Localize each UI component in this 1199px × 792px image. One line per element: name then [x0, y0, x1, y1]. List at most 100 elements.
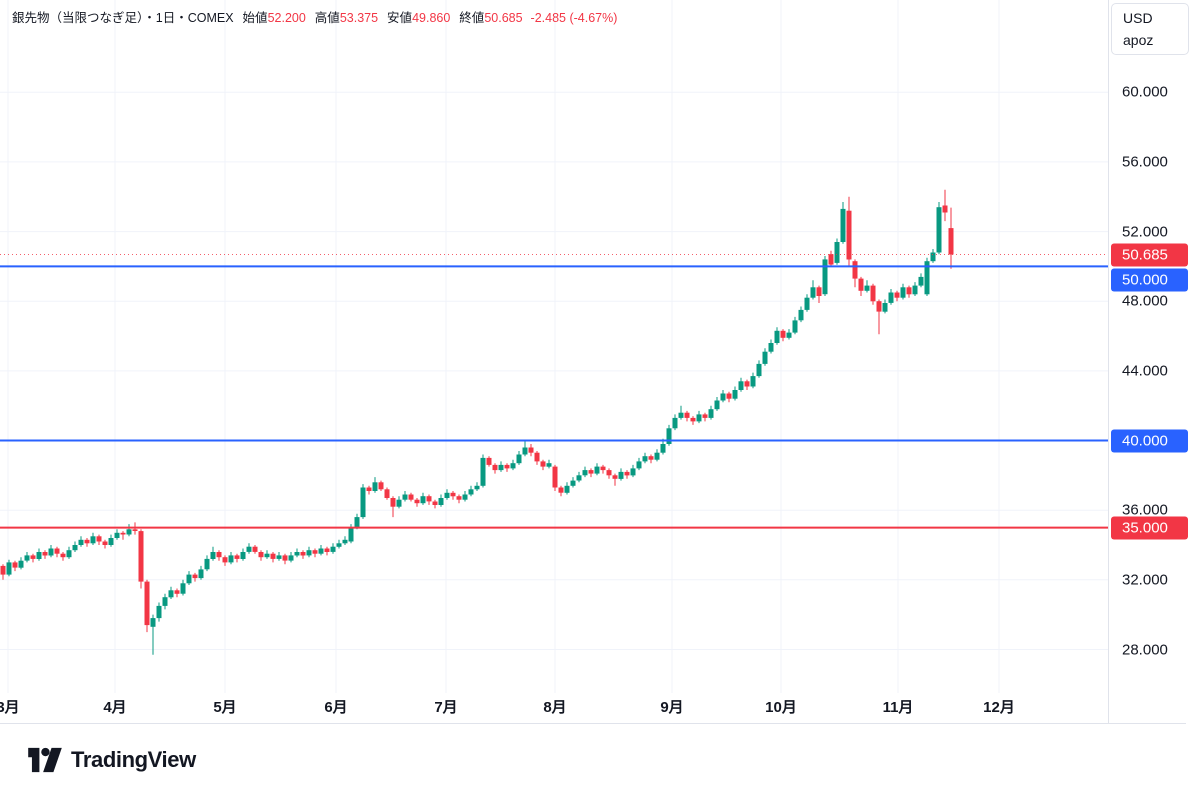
candle-body [744, 381, 750, 387]
month-label: 9月 [660, 699, 684, 716]
price-tick: 56.000 [1122, 153, 1168, 171]
candle-body [846, 210, 852, 260]
candle-body [762, 351, 768, 364]
candle-body [306, 550, 312, 556]
candle-body [294, 552, 300, 556]
candle-body [936, 207, 942, 253]
candle-body [48, 548, 54, 556]
candle-body [582, 470, 588, 476]
candle-body [684, 412, 690, 418]
candle-body [864, 285, 870, 291]
candle-body [816, 287, 822, 296]
candle-body [156, 605, 162, 619]
candle-body [498, 464, 504, 471]
currency-label[interactable]: USD [1123, 10, 1153, 26]
candle-body [12, 562, 18, 568]
month-label: 3月 [0, 699, 20, 716]
candle-body [102, 541, 108, 545]
price-tick: 36.000 [1122, 501, 1168, 519]
candle-body [630, 468, 636, 476]
candle-body [252, 546, 258, 552]
candle-body [162, 597, 168, 606]
open-value: 52.200 [267, 11, 306, 25]
candle-body [738, 381, 744, 390]
close-value: 50.685 [484, 11, 523, 25]
candle-body [726, 393, 732, 399]
candle-body [366, 487, 372, 491]
candle-body [42, 552, 48, 556]
candle-body [108, 538, 114, 545]
candle-body [462, 494, 468, 500]
candle-body [330, 546, 336, 552]
chart-bottom-border [0, 723, 1186, 724]
high-label: 高値 [314, 11, 340, 25]
horizontal-level-lines[interactable] [0, 254, 1110, 529]
candle-body [696, 414, 702, 422]
candle-body [870, 285, 876, 302]
candle-body [408, 494, 414, 500]
candle-body [54, 548, 60, 554]
chart-plot-area[interactable]: 銀先物（当限つなぎ足）・1日・COMEX 始値52.200 高値53.375 安値49… [0, 0, 1110, 693]
candle-body [426, 496, 432, 502]
candle-body [438, 498, 444, 505]
candle-body [354, 517, 360, 528]
month-label: 11月 [882, 699, 914, 716]
candlestick-chart-svg[interactable] [0, 0, 1110, 693]
currency-unit-selector[interactable]: USD apoz [1111, 3, 1189, 55]
candle-body [822, 259, 828, 295]
candle-body [750, 376, 756, 387]
candle-body [774, 330, 780, 343]
candle-body [648, 456, 654, 460]
month-label: 10月 [765, 699, 797, 716]
candle-body [792, 320, 798, 333]
candle-body [312, 550, 318, 554]
candle-body [546, 463, 552, 467]
candle-body [66, 550, 72, 558]
chart-legend: 銀先物（当限つなぎ足）・1日・COMEX 始値52.200 高値53.375 安値49… [12, 10, 617, 27]
candle-body [264, 553, 270, 558]
candle-body [708, 409, 714, 418]
candle-body [876, 301, 882, 312]
candle-body [0, 565, 6, 575]
candle-body [510, 463, 516, 469]
candle-body [480, 457, 486, 486]
month-label: 12月 [983, 699, 1015, 716]
tradingview-logo[interactable]: TradingView [28, 746, 196, 774]
candle-body [564, 485, 570, 493]
candle-body [918, 276, 924, 286]
low-label: 安値 [387, 11, 413, 25]
candle-body [894, 292, 900, 298]
price-tick: 48.000 [1122, 292, 1168, 310]
candle-body [18, 560, 24, 568]
candle-body [126, 529, 132, 535]
close-label: 終値 [459, 11, 485, 25]
candle-body [204, 558, 210, 570]
candle-body [30, 555, 36, 559]
symbol-title[interactable]: 銀先物（当限つなぎ足）・1日・COMEX [12, 11, 234, 25]
candle-body [198, 569, 204, 579]
price-tick: 60.000 [1122, 83, 1168, 101]
price-tick: 52.000 [1122, 223, 1168, 241]
unit-label[interactable]: apoz [1123, 32, 1154, 48]
candle-body [132, 529, 138, 531]
candle-body [810, 287, 816, 298]
candle-body [324, 548, 330, 552]
candle-body [138, 531, 144, 582]
level-price-badge: 35.000 [1111, 516, 1188, 540]
open-label: 始値 [242, 11, 268, 25]
level-price-badge: 50.000 [1111, 268, 1188, 292]
candle-body [654, 452, 660, 460]
candle-body [906, 287, 912, 295]
candle-body [192, 574, 198, 579]
candle-body [900, 287, 906, 298]
tradingview-logo-text: TradingView [71, 747, 196, 772]
candle-body [888, 292, 894, 303]
candle-body [594, 466, 600, 474]
month-label: 6月 [324, 699, 348, 716]
price-axis[interactable]: USD apoz 60.000 56.000 52.000 48.000 44.000 3… [1108, 0, 1199, 723]
candle-body [150, 618, 156, 627]
time-axis[interactable]: 3月 4月 5月 6月 7月 8月 9月 10月 11月 12月 [0, 693, 1110, 723]
candle-body [114, 532, 120, 538]
candle-body [288, 555, 294, 561]
